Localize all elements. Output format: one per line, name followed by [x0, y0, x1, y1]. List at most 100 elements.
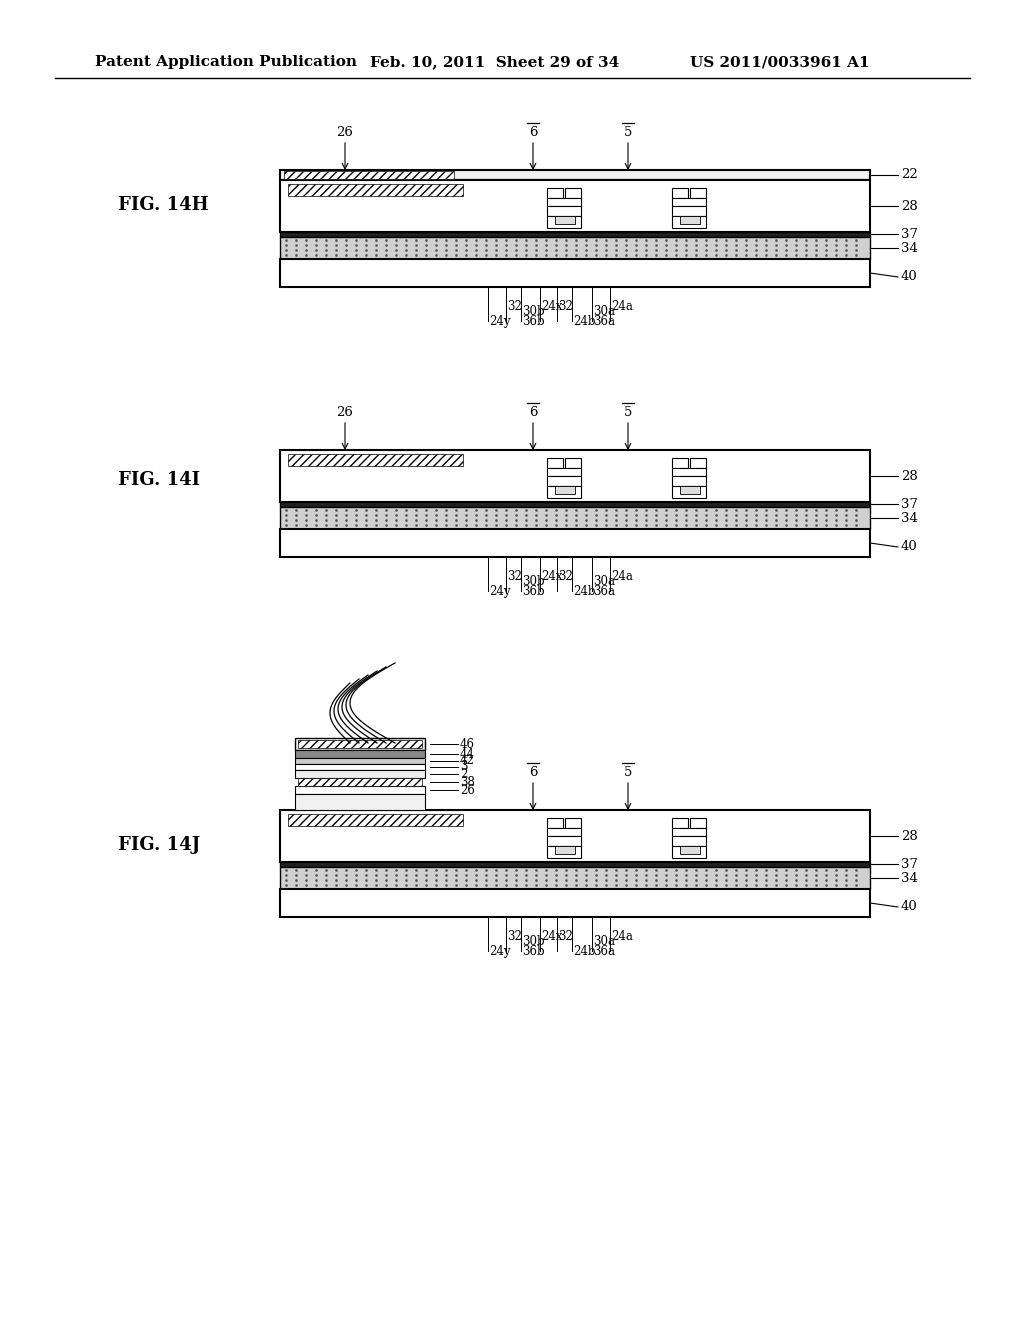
Text: 36a: 36a — [593, 585, 615, 598]
Bar — [280, 862, 870, 867]
Bar — [295, 785, 425, 795]
Text: 24y: 24y — [489, 945, 511, 958]
Bar — [672, 828, 706, 836]
Bar — [547, 206, 581, 216]
Text: 26: 26 — [337, 125, 353, 139]
Text: 34: 34 — [901, 871, 918, 884]
Text: 32: 32 — [507, 931, 522, 942]
Bar — [288, 454, 463, 466]
Text: 40: 40 — [901, 540, 918, 553]
Text: 24b: 24b — [573, 945, 596, 958]
Text: 32: 32 — [558, 570, 572, 583]
Text: 2: 2 — [460, 767, 467, 780]
Bar — [295, 770, 425, 777]
Bar — [295, 758, 425, 764]
Bar — [547, 477, 581, 486]
Text: 24a: 24a — [611, 300, 633, 313]
Text: 30a: 30a — [593, 305, 615, 318]
Bar — [280, 888, 870, 917]
Text: 46: 46 — [460, 738, 475, 751]
Bar — [547, 818, 563, 828]
Bar — [555, 846, 575, 854]
Text: 5: 5 — [624, 125, 632, 139]
Text: 6: 6 — [528, 125, 538, 139]
Text: 32: 32 — [558, 300, 572, 313]
Bar — [565, 187, 581, 198]
Bar — [280, 180, 870, 232]
Text: 36b: 36b — [522, 945, 545, 958]
Bar — [295, 764, 425, 770]
Text: FIG. 14J: FIG. 14J — [118, 836, 200, 854]
Text: 24x: 24x — [541, 931, 562, 942]
Text: 24b: 24b — [573, 585, 596, 598]
Text: 24x: 24x — [541, 300, 562, 313]
Text: 36a: 36a — [593, 315, 615, 327]
Bar — [690, 458, 706, 469]
Text: FIG. 14H: FIG. 14H — [118, 195, 209, 214]
Bar — [547, 828, 581, 836]
Bar — [280, 238, 870, 259]
Bar — [280, 232, 870, 238]
Bar — [280, 450, 870, 502]
Text: 6: 6 — [528, 766, 538, 779]
Bar — [672, 836, 706, 846]
Text: 44: 44 — [460, 747, 475, 760]
Text: 30a: 30a — [593, 576, 615, 587]
Bar — [547, 198, 581, 206]
Bar — [295, 750, 425, 758]
Bar — [547, 187, 563, 198]
Text: 30a: 30a — [593, 935, 615, 948]
Bar — [280, 259, 870, 286]
Text: 26: 26 — [460, 784, 475, 796]
Bar — [672, 818, 688, 828]
Text: 40: 40 — [901, 271, 918, 284]
Bar — [547, 846, 581, 858]
Bar — [672, 846, 706, 858]
Text: 34: 34 — [901, 242, 918, 255]
Bar — [280, 529, 870, 557]
Bar — [555, 216, 575, 224]
Text: 34: 34 — [901, 511, 918, 524]
Text: 32: 32 — [507, 300, 522, 313]
Text: FIG. 14I: FIG. 14I — [118, 471, 200, 488]
Bar — [280, 170, 870, 180]
Text: 24y: 24y — [489, 315, 511, 327]
Text: 40: 40 — [901, 900, 918, 913]
Bar — [295, 795, 425, 810]
Bar — [555, 486, 575, 494]
Bar — [547, 486, 581, 498]
Bar — [298, 777, 422, 785]
Bar — [690, 187, 706, 198]
Bar — [547, 458, 563, 469]
Bar — [565, 818, 581, 828]
Bar — [280, 507, 870, 529]
Text: 24x: 24x — [541, 570, 562, 583]
Text: 42: 42 — [460, 755, 475, 767]
Bar — [672, 469, 706, 477]
Text: 32: 32 — [558, 931, 572, 942]
Bar — [690, 818, 706, 828]
Text: 24a: 24a — [611, 931, 633, 942]
Text: 30b: 30b — [522, 576, 545, 587]
Bar — [680, 846, 700, 854]
Text: 30b: 30b — [522, 935, 545, 948]
Text: 37: 37 — [901, 858, 918, 870]
Text: 28: 28 — [901, 199, 918, 213]
Text: 36a: 36a — [593, 945, 615, 958]
Bar — [280, 867, 870, 888]
Bar — [565, 458, 581, 469]
Bar — [280, 502, 870, 507]
Bar — [672, 187, 688, 198]
Text: 36b: 36b — [522, 315, 545, 327]
Text: 26: 26 — [337, 405, 353, 418]
Bar — [284, 172, 454, 180]
Text: 24b: 24b — [573, 315, 596, 327]
Bar — [672, 206, 706, 216]
Bar — [672, 477, 706, 486]
Text: 38: 38 — [460, 776, 475, 788]
Bar — [672, 486, 706, 498]
Bar — [298, 741, 422, 748]
Text: 28: 28 — [901, 829, 918, 842]
Text: 36b: 36b — [522, 585, 545, 598]
Text: 5: 5 — [624, 405, 632, 418]
